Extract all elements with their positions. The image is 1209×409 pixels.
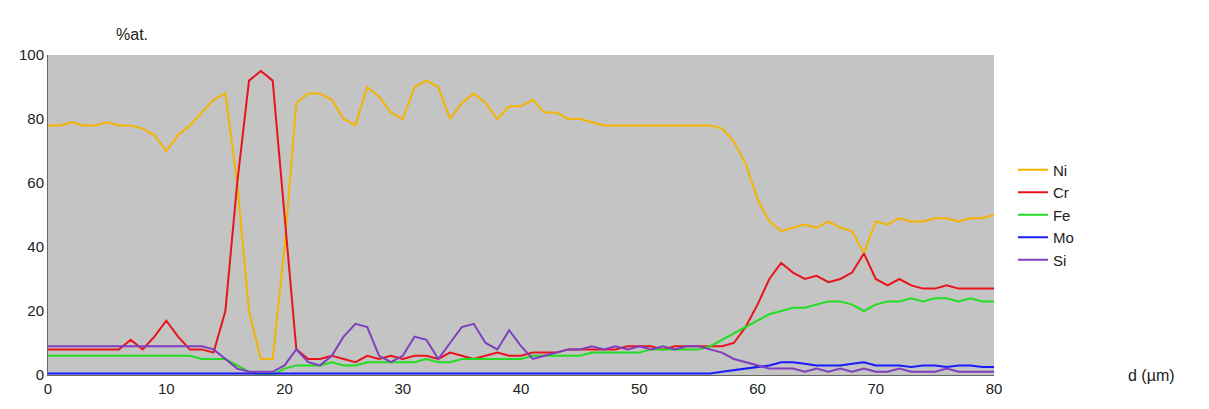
svg-text:Cr: Cr (1053, 184, 1069, 201)
svg-text:100: 100 (19, 46, 44, 63)
svg-text:40: 40 (27, 238, 44, 255)
svg-text:20: 20 (27, 302, 44, 319)
svg-text:30: 30 (394, 380, 411, 397)
svg-text:40: 40 (513, 380, 530, 397)
svg-text:60: 60 (749, 380, 766, 397)
svg-text:10: 10 (158, 380, 175, 397)
svg-text:%at.: %at. (116, 26, 148, 43)
svg-text:20: 20 (276, 380, 293, 397)
svg-text:0: 0 (36, 366, 44, 383)
svg-text:Fe: Fe (1053, 207, 1071, 224)
svg-text:60: 60 (27, 174, 44, 191)
svg-text:Mo: Mo (1053, 229, 1074, 246)
svg-text:Ni: Ni (1053, 162, 1067, 179)
svg-text:50: 50 (631, 380, 648, 397)
svg-text:80: 80 (986, 380, 1003, 397)
svg-text:80: 80 (27, 110, 44, 127)
svg-text:d (µm): d (µm) (1128, 367, 1175, 384)
svg-text:Si: Si (1053, 252, 1066, 269)
svg-text:0: 0 (44, 380, 52, 397)
svg-text:70: 70 (867, 380, 884, 397)
